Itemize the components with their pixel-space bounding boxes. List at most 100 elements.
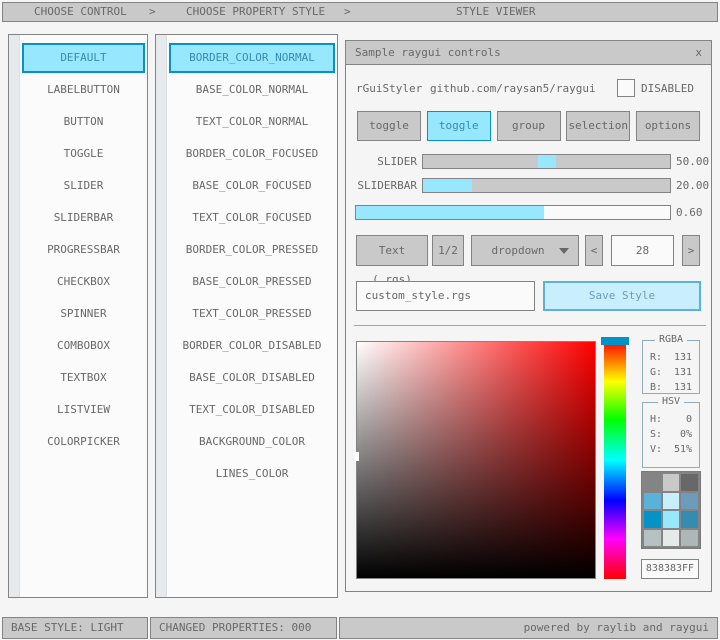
- toggle-group: toggletogglegroupselectionoptions: [357, 111, 700, 141]
- property-item-base_color_normal[interactable]: BASE_COLOR_NORMAL: [169, 75, 335, 105]
- half-toggle-button[interactable]: 1/2: [432, 235, 464, 266]
- control-list-scrollbar[interactable]: [9, 35, 20, 597]
- property-item-background_color[interactable]: BACKGROUND_COLOR: [169, 427, 335, 457]
- hue-slider-handle[interactable]: [601, 337, 629, 345]
- property-item-base_color_pressed[interactable]: BASE_COLOR_PRESSED: [169, 267, 335, 297]
- property-item-text_color_pressed[interactable]: TEXT_COLOR_PRESSED: [169, 299, 335, 329]
- property-item-lines_color[interactable]: LINES_COLOR: [169, 459, 335, 489]
- value-number: 131: [674, 380, 692, 395]
- slider-handle[interactable]: [538, 155, 556, 168]
- hue-bar[interactable]: [604, 341, 626, 579]
- property-list: BORDER_COLOR_NORMALBASE_COLOR_NORMALTEXT…: [155, 34, 338, 598]
- rgba-groupbox: RGBA R:131G:131B:131: [642, 340, 700, 394]
- color-swatch-5[interactable]: [681, 493, 698, 510]
- rgba-title: RGBA: [655, 334, 687, 346]
- control-item-colorpicker[interactable]: COLORPICKER: [22, 427, 145, 457]
- property-item-base_color_focused[interactable]: BASE_COLOR_FOCUSED: [169, 171, 335, 201]
- control-item-default[interactable]: DEFAULT: [22, 43, 145, 73]
- property-item-text_color_focused[interactable]: TEXT_COLOR_FOCUSED: [169, 203, 335, 233]
- sliderbar-value: 20.00: [676, 178, 709, 193]
- sample-window: Sample raygui controls x rGuiStyler gith…: [345, 40, 712, 592]
- control-item-slider[interactable]: SLIDER: [22, 171, 145, 201]
- toggle-group-item-3[interactable]: selection: [566, 111, 630, 141]
- close-icon[interactable]: x: [695, 41, 702, 64]
- control-item-progressbar[interactable]: PROGRESSBAR: [22, 235, 145, 265]
- property-item-text_color_disabled[interactable]: TEXT_COLOR_DISABLED: [169, 395, 335, 425]
- sliderbar-fill: [423, 179, 472, 192]
- color-swatch-10[interactable]: [663, 530, 680, 547]
- window-titlebar[interactable]: Sample raygui controls x: [346, 41, 711, 65]
- brand-label: rGuiStyler: [356, 79, 422, 98]
- hex-color-value[interactable]: 838383FF: [641, 559, 699, 579]
- property-item-border_color_disabled[interactable]: BORDER_COLOR_DISABLED: [169, 331, 335, 361]
- slider-track[interactable]: [422, 154, 671, 169]
- toggle-group-item-0[interactable]: toggle: [357, 111, 421, 141]
- color-swatch-11[interactable]: [681, 530, 698, 547]
- value-number: 131: [674, 365, 692, 380]
- disabled-checkbox[interactable]: [617, 79, 635, 97]
- slider-label: SLIDER: [346, 154, 417, 169]
- color-swatch-1[interactable]: [663, 474, 680, 491]
- style-color-palette: [641, 471, 701, 549]
- breadcrumb-choose-property-style: CHOOSE PROPERTY STYLE: [186, 3, 325, 21]
- value-label: S:: [650, 427, 662, 442]
- property-item-text_color_normal[interactable]: TEXT_COLOR_NORMAL: [169, 107, 335, 137]
- control-item-checkbox[interactable]: CHECKBOX: [22, 267, 145, 297]
- property-list-scrollbar[interactable]: [156, 35, 167, 597]
- property-item-border_color_pressed[interactable]: BORDER_COLOR_PRESSED: [169, 235, 335, 265]
- value-number: 0: [686, 412, 692, 427]
- color-swatch-7[interactable]: [663, 511, 680, 528]
- github-link[interactable]: github.com/raysan5/raygui: [430, 79, 596, 98]
- toggle-group-item-2[interactable]: group: [497, 111, 561, 141]
- control-item-spinner[interactable]: SPINNER: [22, 299, 145, 329]
- disabled-checkbox-label: DISABLED: [641, 79, 694, 98]
- breadcrumb-style-viewer: STYLE VIEWER: [456, 3, 535, 21]
- sliderbar-track[interactable]: [422, 178, 671, 193]
- control-item-combobox[interactable]: COMBOBOX: [22, 331, 145, 361]
- control-list: DEFAULTLABELBUTTONBUTTONTOGGLESLIDERSLID…: [8, 34, 148, 598]
- spinner-value[interactable]: 28: [611, 235, 674, 266]
- progressbar-track: [355, 205, 671, 220]
- statusbar-base-style: BASE STYLE: LIGHT: [2, 617, 148, 639]
- dropdown-value: dropdown: [492, 244, 545, 257]
- value-row: G:131: [643, 365, 699, 380]
- save-style-button[interactable]: Save Style: [543, 281, 701, 311]
- dropdown-select[interactable]: dropdown: [471, 235, 579, 266]
- value-row: S: 0%: [643, 427, 699, 442]
- style-filename-input[interactable]: custom_style.rgs: [356, 281, 535, 311]
- control-item-textbox[interactable]: TEXTBOX: [22, 363, 145, 393]
- breadcrumb: CHOOSE CONTROL > CHOOSE PROPERTY STYLE >…: [2, 2, 718, 22]
- control-item-sliderbar[interactable]: SLIDERBAR: [22, 203, 145, 233]
- text-rgs-button[interactable]: Text (.rgs): [356, 235, 428, 266]
- value-number: 0%: [680, 427, 692, 442]
- property-item-border_color_focused[interactable]: BORDER_COLOR_FOCUSED: [169, 139, 335, 169]
- value-label: V:: [650, 442, 662, 457]
- toggle-group-item-4[interactable]: options: [636, 111, 700, 141]
- progressbar-value: 0.60: [676, 205, 703, 220]
- statusbar-credits: powered by raylib and raygui: [339, 617, 718, 639]
- control-item-button[interactable]: BUTTON: [22, 107, 145, 137]
- color-swatch-6[interactable]: [644, 511, 661, 528]
- slider-value: 50.00: [676, 154, 709, 169]
- color-swatch-4[interactable]: [663, 493, 680, 510]
- chevron-right-icon: >: [344, 3, 351, 21]
- color-swatch-3[interactable]: [644, 493, 661, 510]
- color-picker-area[interactable]: [356, 341, 596, 579]
- color-swatch-2[interactable]: [681, 474, 698, 491]
- spinner-decrement-button[interactable]: <: [585, 235, 603, 266]
- property-item-base_color_disabled[interactable]: BASE_COLOR_DISABLED: [169, 363, 335, 393]
- value-row: V:51%: [643, 442, 699, 457]
- control-item-labelbutton[interactable]: LABELBUTTON: [22, 75, 145, 105]
- toggle-group-item-1[interactable]: toggle: [427, 111, 491, 141]
- control-item-toggle[interactable]: TOGGLE: [22, 139, 145, 169]
- color-swatch-8[interactable]: [681, 511, 698, 528]
- color-swatch-0[interactable]: [644, 474, 661, 491]
- value-row: R:131: [643, 350, 699, 365]
- spinner-increment-button[interactable]: >: [682, 235, 700, 266]
- color-swatch-9[interactable]: [644, 530, 661, 547]
- value-row: H:0: [643, 412, 699, 427]
- color-picker-cursor[interactable]: [354, 452, 359, 461]
- control-item-listview[interactable]: LISTVIEW: [22, 395, 145, 425]
- property-item-border_color_normal[interactable]: BORDER_COLOR_NORMAL: [169, 43, 335, 73]
- statusbar-changed-properties: CHANGED PROPERTIES: 000: [150, 617, 337, 639]
